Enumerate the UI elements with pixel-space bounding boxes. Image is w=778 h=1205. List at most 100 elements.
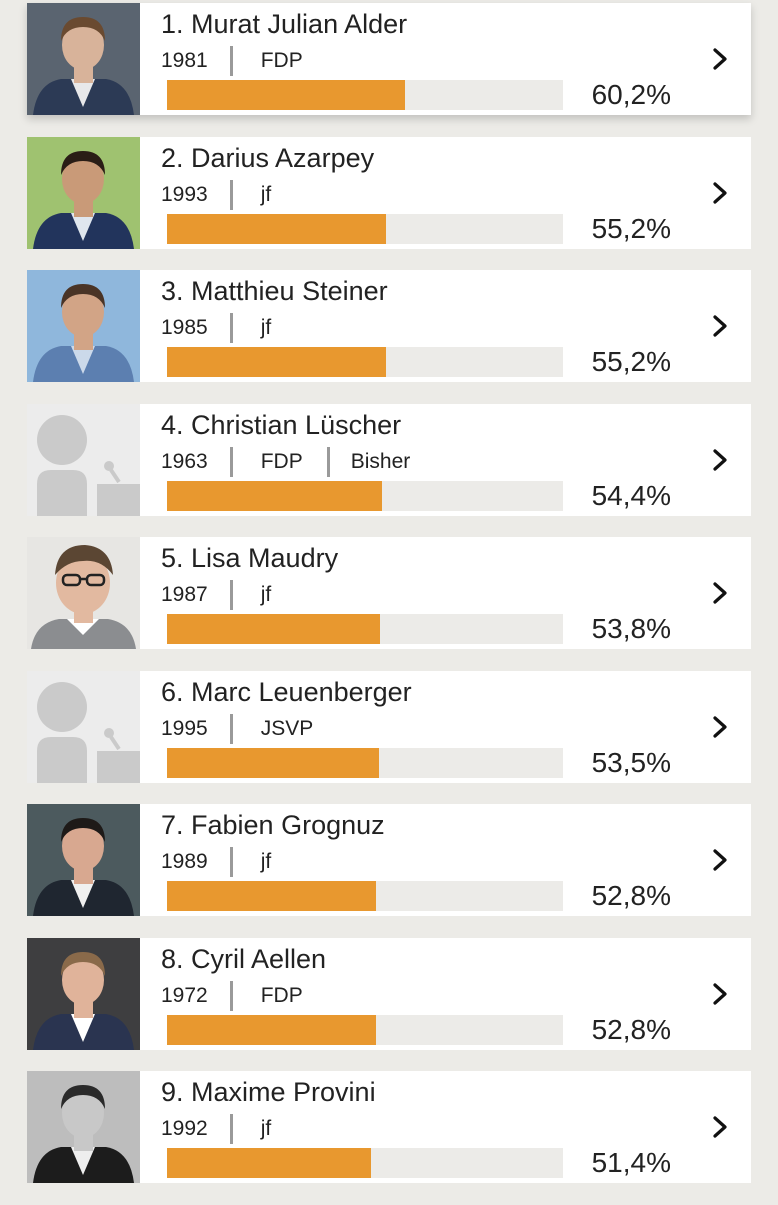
chevron-right-icon[interactable] (709, 582, 731, 604)
candidate-info: 3. Matthieu Steiner 1985 jf 55,2% (140, 270, 751, 382)
candidate-name: 6. Marc Leuenberger (161, 676, 412, 707)
candidate-photo (27, 937, 140, 1050)
birth-year: 1989 (161, 850, 208, 873)
candidate-info: 2. Darius Azarpey 1993 jf 55,2% (140, 137, 751, 249)
candidate-card[interactable]: 5. Lisa Maudry 1987 jf 53,8% (27, 537, 751, 649)
result-bar-fill (167, 1148, 371, 1178)
result-percent: 51,4% (591, 1147, 671, 1178)
candidate-name: 8. Cyril Aellen (161, 943, 327, 974)
meta-divider (229, 580, 233, 610)
result-bar (167, 480, 563, 511)
result-percent: 53,5% (591, 746, 671, 778)
meta-divider (229, 713, 233, 744)
party-label: jf (260, 1117, 272, 1140)
candidate-photo (27, 1071, 140, 1183)
candidate-meta: 1985 jf (161, 313, 271, 343)
incumbent-label: Bisher (350, 449, 411, 473)
meta-divider (229, 179, 233, 210)
candidate-photo (27, 537, 140, 649)
candidate-info: 4. Christian Lüscher 1963 FDP Bisher 54,4% (140, 404, 751, 516)
meta-divider (229, 313, 233, 343)
candidate-card[interactable]: 4. Christian Lüscher 1963 FDP Bisher 54,4% (27, 403, 751, 516)
party-label: jf (260, 583, 272, 606)
party-label: jf (260, 316, 272, 339)
result-percent: 52,8% (591, 1013, 671, 1045)
party-label: FDP (260, 449, 303, 473)
candidate-meta: 1981 FDP (161, 46, 303, 76)
result-bar (167, 1148, 563, 1178)
placeholder-avatar-icon (27, 670, 140, 783)
result-bar-fill (167, 347, 386, 377)
result-bar-fill (167, 80, 406, 110)
result-bar-fill (167, 881, 377, 911)
result-bar-fill (167, 1014, 377, 1045)
birth-year: 1985 (161, 316, 208, 339)
candidate-name: 3. Matthieu Steiner (161, 276, 388, 306)
candidate-photo (27, 136, 140, 249)
birth-year: 1963 (161, 449, 208, 473)
placeholder-avatar-icon (27, 403, 140, 516)
result-bar (167, 881, 563, 911)
candidate-info: 1. Murat Julian Alder 1981 FDP 60,2% (140, 3, 751, 115)
result-percent: 55,2% (591, 346, 671, 377)
result-bar (167, 347, 563, 377)
meta-divider (229, 1114, 233, 1144)
candidate-info: 8. Cyril Aellen 1972 FDP 52,8% (140, 938, 751, 1050)
candidate-name: 9. Maxime Provini (161, 1077, 376, 1107)
candidate-name: 5. Lisa Maudry (161, 543, 339, 573)
candidate-card[interactable]: 9. Maxime Provini 1992 jf 51,4% (27, 1071, 751, 1183)
candidate-card[interactable]: 2. Darius Azarpey 1993 jf 55,2% (27, 136, 751, 249)
result-bar-fill (167, 213, 386, 244)
party-label: FDP (260, 983, 303, 1007)
result-percent: 52,8% (591, 880, 671, 911)
result-bar-fill (167, 747, 379, 778)
candidate-card[interactable]: 7. Fabien Grognuz 1989 jf 52,8% (27, 804, 751, 916)
candidate-list: 1. Murat Julian Alder 1981 FDP 60,2% 2. Dar… (27, 3, 751, 1205)
candidate-name: 1. Murat Julian Alder (161, 9, 408, 39)
chevron-right-icon[interactable] (709, 1116, 731, 1138)
birth-year: 1992 (161, 1117, 208, 1140)
result-bar-fill (167, 480, 383, 511)
candidate-card[interactable]: 3. Matthieu Steiner 1985 jf 55,2% (27, 270, 751, 382)
candidate-card[interactable]: 1. Murat Julian Alder 1981 FDP 60,2% (27, 3, 751, 115)
party-label: jf (260, 850, 272, 873)
candidate-meta: 1972 FDP (161, 980, 303, 1011)
candidate-info: 6. Marc Leuenberger 1995 JSVP 53,5% (140, 671, 751, 783)
result-bar (167, 1014, 563, 1045)
candidate-meta: 1992 jf (161, 1114, 271, 1144)
party-label: jf (260, 182, 272, 206)
candidate-meta: 1987 jf (161, 580, 271, 610)
chevron-right-icon[interactable] (709, 849, 731, 871)
result-percent: 54,4% (591, 479, 671, 511)
result-bar (167, 614, 563, 644)
result-bar (167, 213, 563, 244)
candidate-card[interactable]: 8. Cyril Aellen 1972 FDP 52,8% (27, 937, 751, 1050)
result-percent: 53,8% (591, 613, 671, 644)
result-bar (167, 80, 563, 110)
birth-year: 1995 (161, 716, 208, 740)
chevron-right-icon[interactable] (709, 315, 731, 337)
candidate-meta: 1989 jf (161, 847, 271, 877)
candidate-info: 5. Lisa Maudry 1987 jf 53,8% (140, 537, 751, 649)
candidate-card[interactable]: 6. Marc Leuenberger 1995 JSVP 53,5% (27, 670, 751, 783)
party-label: FDP (260, 49, 303, 72)
result-bar (167, 747, 563, 778)
chevron-right-icon[interactable] (709, 982, 731, 1005)
chevron-right-icon[interactable] (709, 448, 731, 471)
result-percent: 60,2% (591, 79, 671, 110)
birth-year: 1981 (161, 49, 208, 72)
meta-divider (229, 46, 233, 76)
chevron-right-icon[interactable] (709, 181, 731, 204)
candidate-info: 9. Maxime Provini 1992 jf 51,4% (140, 1071, 751, 1183)
candidate-photo (27, 270, 140, 382)
chevron-right-icon[interactable] (709, 48, 731, 70)
candidate-info: 7. Fabien Grognuz 1989 jf 52,8% (140, 804, 751, 916)
candidate-meta: 1995 JSVP (161, 713, 313, 744)
meta-divider (229, 847, 233, 877)
candidate-name: 7. Fabien Grognuz (161, 810, 385, 840)
chevron-right-icon[interactable] (709, 715, 731, 738)
candidate-name: 2. Darius Azarpey (161, 142, 375, 173)
candidate-photo (27, 804, 140, 916)
candidate-meta: 1993 jf (161, 179, 272, 210)
candidate-name: 4. Christian Lüscher (161, 409, 402, 440)
